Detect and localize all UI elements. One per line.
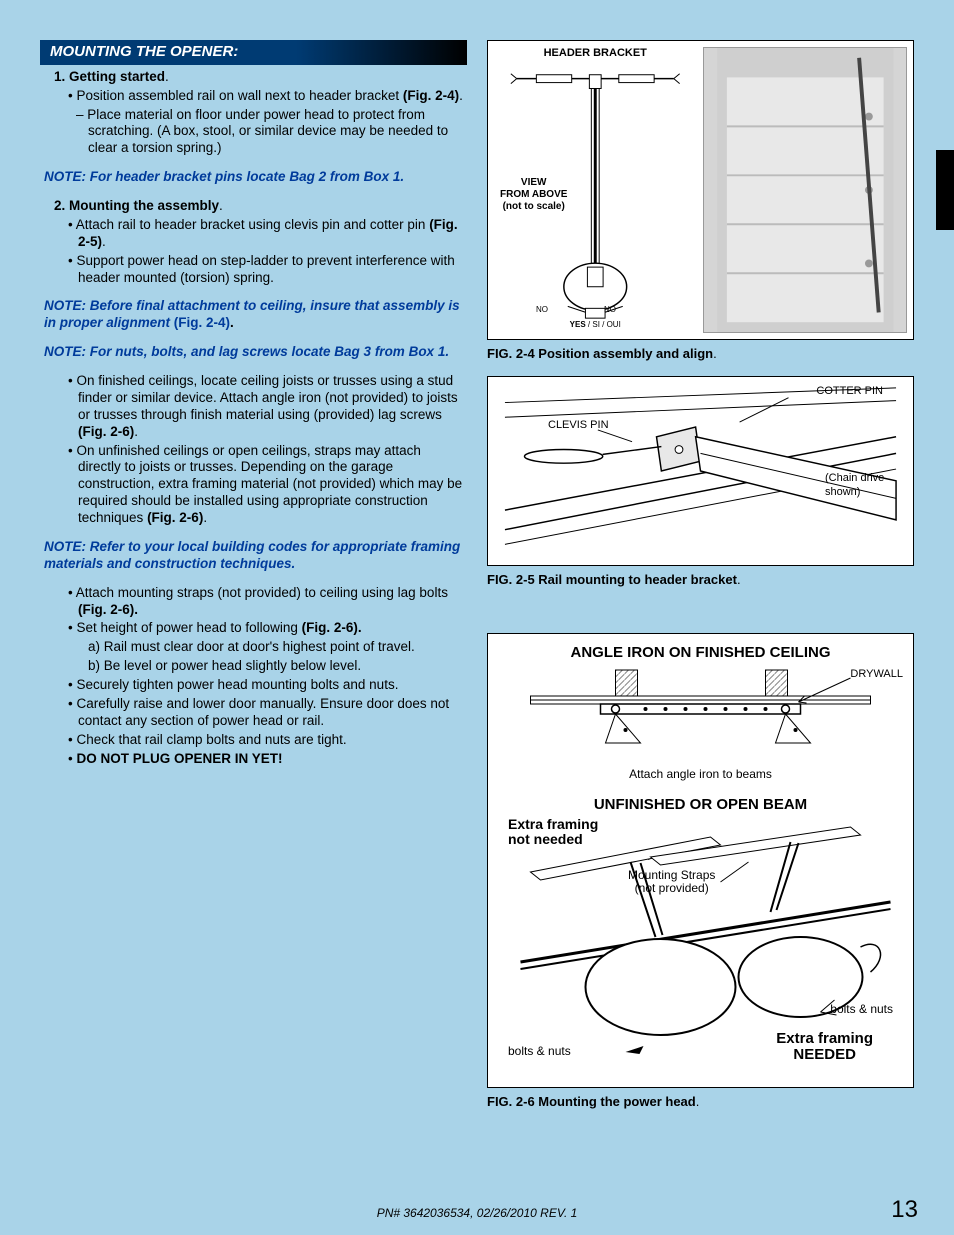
b5: Attach mounting straps (not provided) to… — [78, 585, 467, 619]
fig26-drywall: DRYWALL — [850, 668, 903, 682]
fig26-bolts-l: bolts & nuts — [508, 1044, 571, 1059]
fig-2-4-box: HEADER BRACKET VIEWF — [487, 40, 914, 340]
step1-heading: 1. Getting started. — [54, 69, 467, 86]
fig24-yes: YES / SI / OUI — [494, 320, 697, 330]
step2-heading: 2. Mounting the assembly. — [54, 198, 467, 215]
fig24-view-label: VIEWFROM ABOVE(not to scale) — [500, 177, 567, 213]
footer: PN# 3642036534, 02/26/2010 REV. 1 — [0, 1206, 954, 1221]
fig26-straps: Mounting Straps(not provided) — [628, 869, 715, 895]
note-2: NOTE: Before final attachment to ceiling… — [44, 298, 467, 332]
edge-tab — [936, 150, 954, 230]
fig-2-5-box: COTTER PIN CLEVIS PIN (Chain drive shown… — [487, 376, 914, 566]
b9: Check that rail clamp bolts and nuts are… — [78, 732, 467, 749]
fig24-no-left: NO — [536, 305, 548, 315]
fig24-header-label: HEADER BRACKET — [494, 47, 697, 61]
fig24-caption: FIG. 2-4 Position assembly and align. — [487, 346, 914, 362]
fig25-chain: (Chain drive shown) — [825, 472, 905, 500]
b6s2: b) Be level or power head slightly below… — [88, 658, 467, 675]
note-4: NOTE: Refer to your local building codes… — [44, 539, 467, 573]
fig26-title2: UNFINISHED OR OPEN BEAM — [498, 796, 903, 815]
fig24-photo — [703, 47, 908, 333]
page-number: 13 — [891, 1195, 918, 1225]
step1-b1: Position assembled rail on wall next to … — [78, 88, 467, 105]
fig24-left-panel: HEADER BRACKET VIEWF — [494, 47, 697, 333]
step2-b2: Support power head on step-ladder to pre… — [78, 253, 467, 287]
fig25-diagram — [494, 383, 907, 559]
b10: DO NOT PLUG OPENER IN YET! — [78, 751, 467, 768]
step2-b1: Attach rail to header bracket using clev… — [78, 217, 467, 251]
left-column: MOUNTING THE OPENER: 1. Getting started.… — [40, 40, 467, 1110]
b6s1: a) Rail must clear door at door's highes… — [88, 639, 467, 656]
note-3: NOTE: For nuts, bolts, and lag screws lo… — [44, 344, 467, 361]
fig26-title1: ANGLE IRON ON FINISHED CEILING — [498, 644, 903, 663]
fig26-bolts-r: bolts & nuts — [830, 1002, 893, 1017]
fig26-attach: Attach angle iron to beams — [498, 767, 903, 782]
b6: Set height of power head to following (F… — [78, 620, 467, 637]
fig26-extra1: Extra framingnot needed — [508, 817, 598, 848]
b7: Securely tighten power head mounting bol… — [78, 677, 467, 694]
fig26-extra2: Extra framingNEEDED — [776, 1031, 873, 1063]
fig24-no-right: NO — [604, 305, 616, 315]
b3: On finished ceilings, locate ceiling joi… — [78, 373, 467, 441]
fig26-top-diagram — [498, 668, 903, 758]
fig25-clevis: CLEVIS PIN — [548, 419, 609, 433]
section-banner: MOUNTING THE OPENER: — [40, 40, 467, 65]
b8: Carefully raise and lower door manually.… — [78, 696, 467, 730]
step1-sub1: Place material on floor under power head… — [88, 107, 467, 158]
fig-2-6-box: ANGLE IRON ON FINISHED CEILING — [487, 633, 914, 1088]
right-column: HEADER BRACKET VIEWF — [487, 40, 914, 1110]
fig25-cotter: COTTER PIN — [816, 385, 883, 399]
fig25-caption: FIG. 2-5 Rail mounting to header bracket… — [487, 572, 914, 588]
b4: On unfinished ceilings or open ceilings,… — [78, 443, 467, 527]
page-columns: MOUNTING THE OPENER: 1. Getting started.… — [40, 40, 914, 1110]
fig26-caption: FIG. 2-6 Mounting the power head. — [487, 1094, 914, 1110]
note-1: NOTE: For header bracket pins locate Bag… — [44, 169, 467, 186]
